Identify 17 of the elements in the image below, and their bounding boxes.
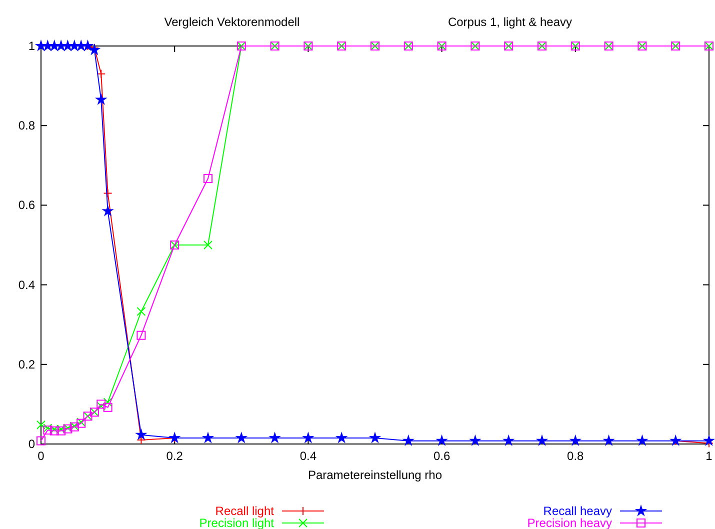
y-tick-label: 1 bbox=[28, 39, 36, 53]
y-tick-label: 0.4 bbox=[18, 278, 36, 292]
y-tick-label: 0 bbox=[28, 437, 36, 451]
x-tick-label: 0.2 bbox=[166, 449, 184, 463]
x-tick-label: 0 bbox=[38, 449, 45, 463]
legend-label: Recall light bbox=[215, 504, 275, 518]
chart-title: Vergleich Vektorenmodell bbox=[164, 15, 300, 29]
legend-label: Recall heavy bbox=[543, 504, 612, 518]
chart-subtitle: Corpus 1, light & heavy bbox=[448, 15, 572, 29]
x-tick-label: 0.6 bbox=[433, 449, 450, 463]
x-tick-label: 0.4 bbox=[300, 449, 317, 463]
x-tick-label: 1 bbox=[706, 449, 713, 463]
y-tick-label: 0.2 bbox=[18, 357, 36, 372]
y-tick-label: 0.6 bbox=[18, 198, 36, 212]
y-tick-label: 0.8 bbox=[18, 118, 36, 133]
x-axis-title: Parametereinstellung rho bbox=[308, 468, 442, 482]
x-tick-label: 0.8 bbox=[567, 449, 584, 463]
